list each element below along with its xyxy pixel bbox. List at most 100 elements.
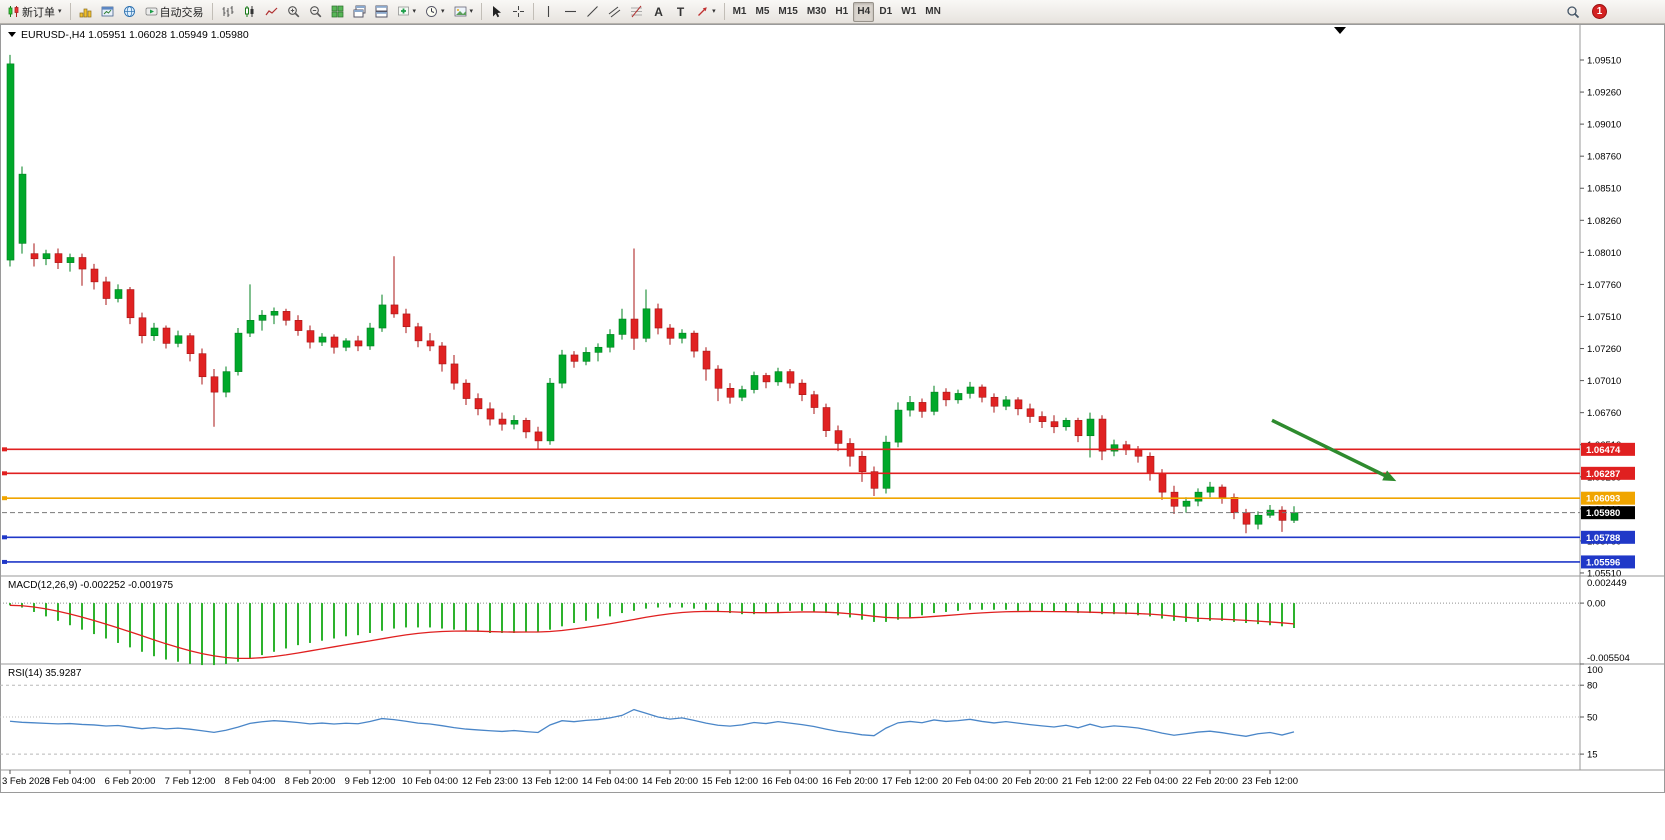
time-axis-label: 3 Feb 2023 [2,776,50,787]
linechart-icon [265,5,278,18]
candlestick-chart-button[interactable] [239,2,260,22]
line-handle[interactable] [2,559,7,564]
cursor-button[interactable] [486,2,507,22]
line-chart-button[interactable] [261,2,282,22]
timeframe-h1-button[interactable]: H1 [831,2,852,22]
autotrade-icon [145,5,158,18]
chart-window: 1.09510 1.09260 1.09010 1.08760 1.08510 1.082… [0,24,1665,840]
timeframe-m1-button-label: M1 [732,6,747,17]
autotrading-button[interactable]: 自动交易 [141,2,208,22]
timeframe-m30-button-label: M30 [806,6,827,17]
timeframe-m30-button[interactable]: M30 [803,2,830,22]
time-axis-label: 14 Feb 04:00 [582,776,638,787]
price-axis-label: 1.07010 [1587,376,1621,387]
bar-chart-button[interactable] [217,2,238,22]
price-axis-label: 1.08510 [1587,184,1621,195]
main-toolbar: 新订单 ▾ 自动交易 ▾ ▾ ▾ A T ▾ M1 M5 M15 M30 H1 H4 D1 W1 MN 1 [0,0,1665,24]
timeframe-m1-button[interactable]: M1 [729,2,751,22]
price-axis-label: 1.07260 [1587,344,1621,355]
time-axis-label: 14 Feb 20:00 [642,776,698,787]
line-handle[interactable] [2,496,7,501]
zoomout-icon [309,5,322,18]
fibonacci-button[interactable] [626,2,647,22]
timeframe-d1-button[interactable]: D1 [875,2,896,22]
trend-icon [586,5,599,18]
chart-frame [0,24,1665,793]
svg-text:1.06093: 1.06093 [1586,494,1620,505]
price-axis[interactable]: 1.09510 1.09260 1.09010 1.08760 1.08510 1.082… [1580,56,1635,580]
macd-axis-zero: 0.00 [1587,599,1606,610]
toolbar-buttons: 新订单 ▾ 自动交易 ▾ ▾ ▾ A T ▾ M1 M5 M15 M30 H1 H4 D1 W1 MN [3,1,945,22]
channel-button[interactable] [604,2,625,22]
svg-text:1.06287: 1.06287 [1586,469,1620,480]
collapse-triangle-icon[interactable] [8,32,16,37]
periodicity-button[interactable]: ▾ [421,2,449,22]
price-tag-1.06474: 1.06474 [1581,442,1635,456]
svg-text:1.06474: 1.06474 [1586,445,1621,456]
trendline-button[interactable] [582,2,603,22]
svg-text:1.05596: 1.05596 [1586,557,1620,568]
price-axis-label: 1.08760 [1587,152,1621,163]
caret-down-icon: ▾ [712,8,716,15]
text-button-glyph: A [654,4,663,19]
rsi-axis-label: 50 [1587,713,1598,724]
svg-text:EURUSD-,H4 1.05951 1.06028 1.: EURUSD-,H4 1.05951 1.06028 1.05949 1.059… [21,29,249,41]
zoom-in-button[interactable] [283,2,304,22]
time-axis-label: 22 Feb 20:00 [1182,776,1238,787]
new-order-button-label: 新订单 [22,6,55,19]
rsi-label: RSI(14) 35.9287 [8,668,82,679]
neworder-icon [7,5,20,18]
new-chart-button[interactable]: ▾ [393,2,421,22]
timeframe-mn-button[interactable]: MN [921,2,945,22]
vertical-line-button[interactable] [538,2,559,22]
arrange-windows-button[interactable] [371,2,392,22]
cursor-icon [490,5,503,18]
timeframe-w1-button[interactable]: W1 [897,2,920,22]
rsi-line [9,708,1295,737]
community-button[interactable] [119,2,140,22]
notification-badge[interactable]: 1 [1592,4,1607,19]
trend-arrow-annotation[interactable] [1271,418,1397,482]
text-button[interactable]: A [648,2,669,22]
time-axis-label: 8 Feb 20:00 [285,776,336,787]
macd-axis-min: -0.005504 [1587,653,1630,664]
tile-windows-button[interactable] [327,2,348,22]
pic-icon [454,5,467,18]
win1-icon [353,5,366,18]
time-axis-label: 20 Feb 20:00 [1002,776,1058,787]
timeframe-m5-button[interactable]: M5 [751,2,773,22]
caret-down-icon: ▾ [441,8,445,15]
timeframe-mn-button-label: MN [925,6,941,17]
toolbar-right: 1 [1562,2,1662,22]
search-button[interactable] [1562,2,1584,22]
line-handle[interactable] [2,535,7,540]
timeframe-m15-button[interactable]: M15 [774,2,801,22]
price-tag-1.05788: 1.05788 [1581,530,1635,544]
text-label-button[interactable]: T [670,2,691,22]
charts-button[interactable] [75,2,96,22]
eurusd-h4-chart[interactable]: 1.09510 1.09260 1.09010 1.08760 1.08510 1.082… [0,24,1665,840]
profiles-button[interactable] [97,2,118,22]
time-axis-label: 21 Feb 12:00 [1062,776,1118,787]
cascade-windows-button[interactable] [349,2,370,22]
timeframe-h4-button[interactable]: H4 [853,1,875,22]
time-axis-label: 20 Feb 04:00 [942,776,998,787]
arrowshape-icon [696,5,709,18]
chart-shift-marker[interactable] [1334,27,1346,34]
zoom-out-button[interactable] [305,2,326,22]
text-label-button-glyph: T [676,4,685,19]
templates-button[interactable]: ▾ [450,2,478,22]
autotrading-button-label: 自动交易 [159,6,204,19]
chart-ohlc-title: EURUSD-,H4 1.05951 1.06028 1.05949 1.059… [8,29,249,41]
timeframe-w1-button-label: W1 [901,6,917,17]
line-handle[interactable] [2,447,7,452]
horizontal-line-button[interactable] [560,2,581,22]
arrows-button[interactable]: ▾ [692,2,720,22]
price-tag-1.05596: 1.05596 [1581,555,1635,569]
crosshair-button[interactable] [508,2,529,22]
horizontal-line-objects[interactable] [2,447,1580,564]
line-handle[interactable] [2,471,7,476]
timeframe-m15-button-label: M15 [778,6,798,17]
new-order-button[interactable]: 新订单 ▾ [3,2,66,22]
